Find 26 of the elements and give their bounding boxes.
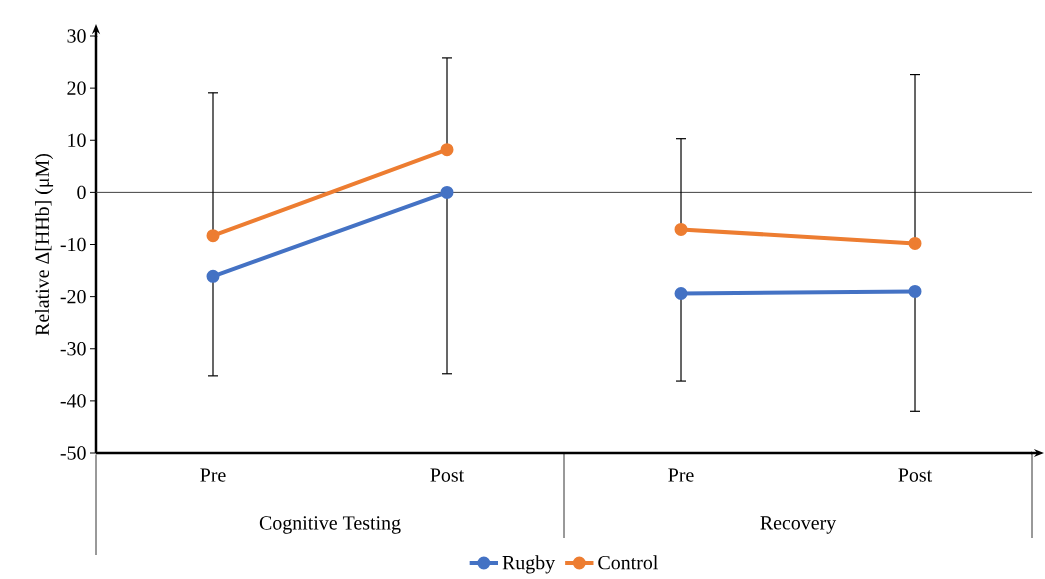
point (674, 222, 688, 236)
point (440, 185, 454, 199)
y-tick-label: -30 (60, 342, 86, 356)
y-tick-label: -20 (60, 289, 86, 304)
point (908, 284, 922, 298)
legend-label: Rugby (502, 555, 556, 574)
x-tick-label: Pre (668, 468, 694, 482)
text: Cognitive Testing (259, 516, 401, 534)
y-tick-label: -10 (60, 237, 86, 252)
legend-label: Control (598, 555, 658, 570)
y-axis-title: Relative Δ[HHb] (μM) (34, 153, 54, 336)
point (674, 287, 688, 300)
point (908, 236, 922, 250)
point (206, 269, 220, 283)
text: Recovery (760, 516, 837, 534)
y-tick-label: 20 (67, 81, 86, 95)
x-tick-label: Post (430, 468, 465, 482)
y-tick-label: 0 (77, 185, 86, 200)
y-tick-label: 10 (68, 133, 86, 147)
point (440, 143, 454, 157)
y-tick-label: 30 (67, 29, 86, 43)
point (206, 229, 220, 243)
y-tick-label: -40 (60, 394, 86, 408)
x-tick-label: Pre (200, 468, 226, 482)
y-tick-label: -50 (60, 446, 86, 460)
x-tick-label: Post (898, 468, 933, 482)
